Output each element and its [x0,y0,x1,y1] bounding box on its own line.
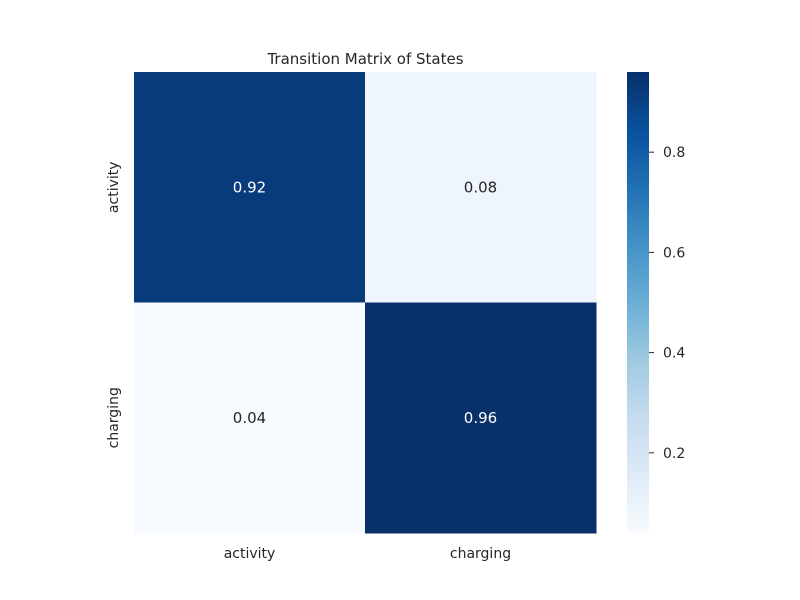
heatmap-cell [134,72,366,303]
heatmap-cell [365,302,597,534]
y-tick-label: charging [106,387,122,448]
x-tick-label: activity [224,546,276,562]
heatmap-cell [365,72,597,303]
cell-annotation: 0.08 [464,178,497,196]
colorbar-tick-label: 0.4 [663,346,685,362]
x-tick-label: charging [450,546,511,562]
cell-annotation: 0.92 [233,178,266,196]
colorbar-tick-label: 0.6 [663,245,685,261]
cell-annotations: 0.92 0.08 0.04 0.96 [233,178,497,427]
heatmap-cell [134,302,366,534]
colorbar [627,72,649,533]
cell-annotation: 0.96 [464,409,497,427]
heatmap-cells [134,72,597,534]
chart-title: Transition Matrix of States [266,50,463,68]
cell-annotation: 0.04 [233,409,266,427]
colorbar-tick-label: 0.8 [663,145,685,161]
x-axis-tick-labels: activity charging [224,546,511,562]
colorbar-ticks: 0.2 0.4 0.6 0.8 [649,145,685,462]
y-axis-tick-labels: activity charging [106,161,122,448]
colorbar-tick-label: 0.2 [663,446,685,462]
y-tick-label: activity [106,161,122,213]
